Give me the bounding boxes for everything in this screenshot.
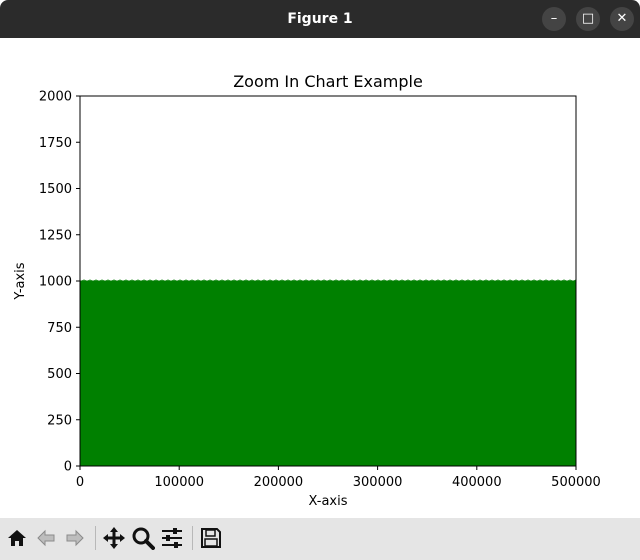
- chart: 0 250 500 750 1000 1250 1500 1750 2000 0 100000 200…: [13, 72, 601, 509]
- y-tick-label: 0: [64, 460, 72, 475]
- toolbar-separator: [95, 526, 96, 550]
- forward-arrow-icon: [66, 529, 84, 547]
- chart-title: Zoom In Chart Example: [233, 72, 423, 91]
- y-tick-label: 500: [47, 367, 72, 382]
- y-tick-label: 250: [47, 413, 72, 428]
- sliders-icon: [162, 528, 182, 548]
- back-button[interactable]: [33, 525, 59, 551]
- x-tick-label: 400000: [452, 475, 502, 490]
- y-tick-label: 1250: [39, 228, 72, 243]
- y-tick-label: 1750: [39, 136, 72, 151]
- minimize-button[interactable]: –: [542, 7, 566, 31]
- figure-canvas[interactable]: 0 250 500 750 1000 1250 1500 1750 2000 0 100000 200…: [0, 38, 640, 518]
- bar-top-edge: [80, 279, 577, 282]
- back-arrow-icon: [37, 529, 55, 547]
- y-axis-label: Y-axis: [13, 262, 28, 300]
- close-button[interactable]: ✕: [610, 7, 634, 31]
- x-tick-label: 200000: [254, 475, 304, 490]
- x-tick-label: 500000: [551, 475, 601, 490]
- home-button[interactable]: [4, 525, 30, 551]
- zoom-button[interactable]: [130, 525, 156, 551]
- x-tick-label: 300000: [353, 475, 403, 490]
- forward-button[interactable]: [62, 525, 88, 551]
- pan-button[interactable]: [101, 525, 127, 551]
- toolbar-separator: [192, 526, 193, 550]
- move-icon: [103, 527, 125, 549]
- zoom-icon: [132, 527, 155, 550]
- x-axis-label: X-axis: [309, 494, 348, 509]
- save-button[interactable]: [198, 525, 224, 551]
- ticks-layer: 0 250 500 750 1000 1250 1500 1750 2000 0 100000 200…: [39, 90, 601, 491]
- home-icon: [8, 530, 26, 546]
- configure-button[interactable]: [159, 525, 185, 551]
- x-tick-label: 100000: [154, 475, 204, 490]
- navigation-toolbar: [0, 518, 640, 560]
- bar-series: [80, 281, 576, 466]
- bars-layer: [80, 279, 577, 466]
- y-tick-label: 2000: [39, 90, 72, 105]
- window-titlebar[interactable]: Figure 1 – □ ✕: [0, 0, 640, 38]
- y-tick-label: 1500: [39, 182, 72, 197]
- x-tick-label: 0: [76, 475, 84, 490]
- save-icon: [201, 528, 221, 548]
- y-tick-label: 1000: [39, 275, 72, 290]
- maximize-button[interactable]: □: [576, 7, 600, 31]
- y-tick-label: 750: [47, 321, 72, 336]
- window-title: Figure 1: [287, 11, 353, 27]
